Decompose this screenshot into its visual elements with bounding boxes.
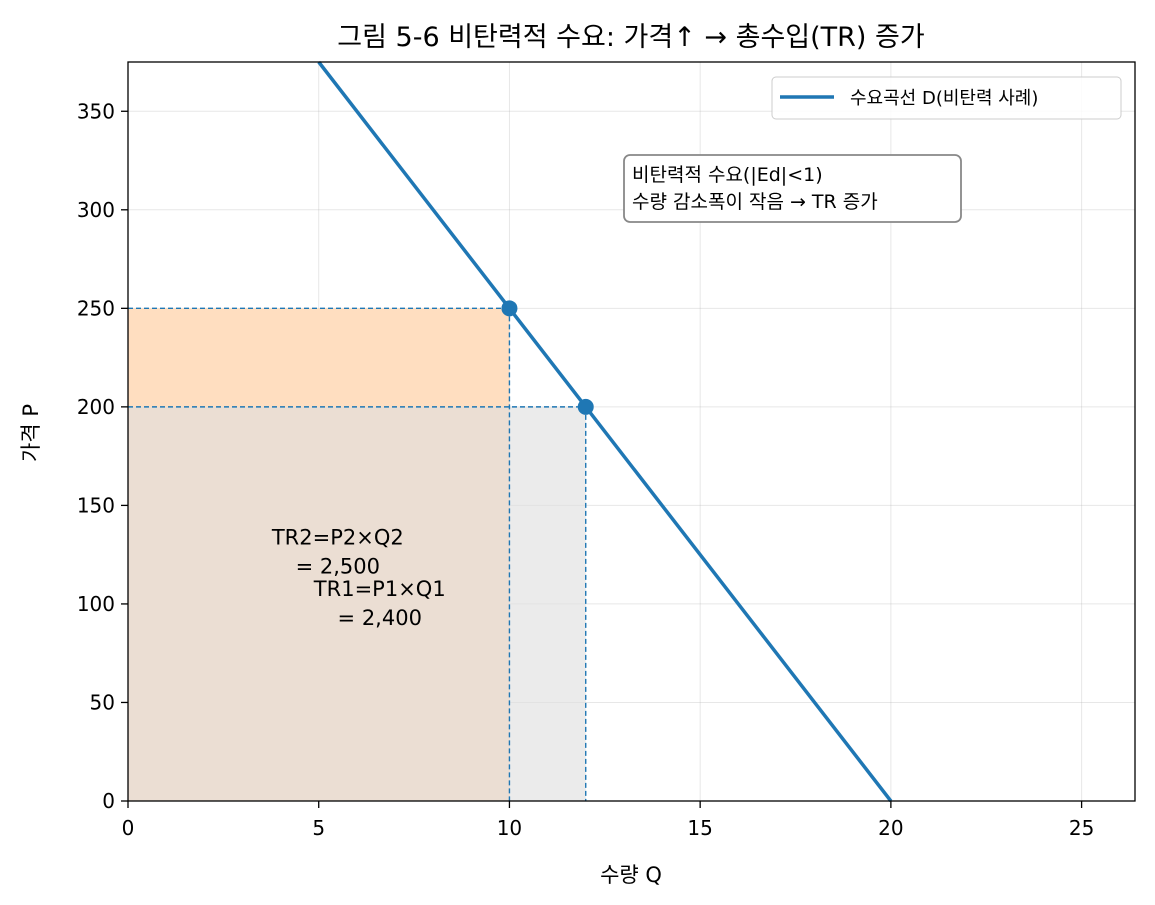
- tr-label-2: TR1=P1×Q1 = 2,400: [313, 577, 446, 630]
- annotation-line-1: 비탄력적 수요(|Ed|<1): [632, 164, 823, 186]
- y-tick-label: 150: [77, 493, 115, 517]
- y-axis-label: 가격 P: [19, 404, 43, 462]
- y-tick-label: 250: [77, 296, 115, 320]
- x-tick-label: 10: [497, 816, 522, 840]
- chart-title: 그림 5-6 비탄력적 수요: 가격↑ → 총수입(TR) 증가: [337, 22, 924, 53]
- tr-region-2: [128, 406, 586, 801]
- tr-label-1: TR2=P2×Q2 = 2,500: [271, 526, 404, 579]
- y-axis-ticks: 0 50 100 150 200 250 300 350: [77, 99, 128, 813]
- legend: 수요곡선 D(비탄력 사례): [771, 76, 1122, 120]
- annotation-line-2: 수량 감소폭이 작음 → TR 증가: [632, 191, 878, 213]
- annotation-box: [623, 154, 962, 223]
- y-tick-label: 300: [77, 198, 115, 222]
- x-axis-ticks: 0 5 10 15 20 25: [122, 801, 1094, 840]
- x-tick-label: 25: [1069, 816, 1094, 840]
- series-layer: [317, 60, 893, 803]
- demand-curve-line: [317, 60, 893, 803]
- y-tick-label: 100: [77, 592, 115, 616]
- guide-lines: [128, 307, 587, 801]
- x-axis-label: 수량 Q: [600, 863, 662, 887]
- legend-entry: 수요곡선 D(비탄력 사례): [850, 88, 1038, 109]
- y-tick-label: 350: [77, 99, 115, 123]
- tr-label-line: TR2=P2×Q2: [271, 526, 404, 550]
- tr-label-line: = 2,400: [338, 606, 422, 630]
- y-tick-label: 200: [77, 395, 115, 419]
- legend-box: [771, 76, 1122, 120]
- plot-frame: [127, 61, 1136, 802]
- points-layer: [501, 300, 594, 415]
- tr-label-line: = 2,500: [296, 555, 380, 579]
- x-tick-label: 5: [312, 816, 325, 840]
- x-tick-label: 15: [687, 816, 712, 840]
- y-tick-label: 50: [90, 690, 115, 714]
- data-point: [577, 398, 594, 415]
- tr-regions: [128, 308, 586, 801]
- tr-label-line: TR1=P1×Q1: [313, 577, 446, 601]
- x-tick-label: 0: [122, 816, 135, 840]
- x-tick-label: 20: [878, 816, 903, 840]
- data-point: [501, 300, 518, 317]
- annotation: 비탄력적 수요(|Ed|<1) 수량 감소폭이 작음 → TR 증가: [623, 154, 962, 223]
- y-tick-label: 0: [102, 789, 115, 813]
